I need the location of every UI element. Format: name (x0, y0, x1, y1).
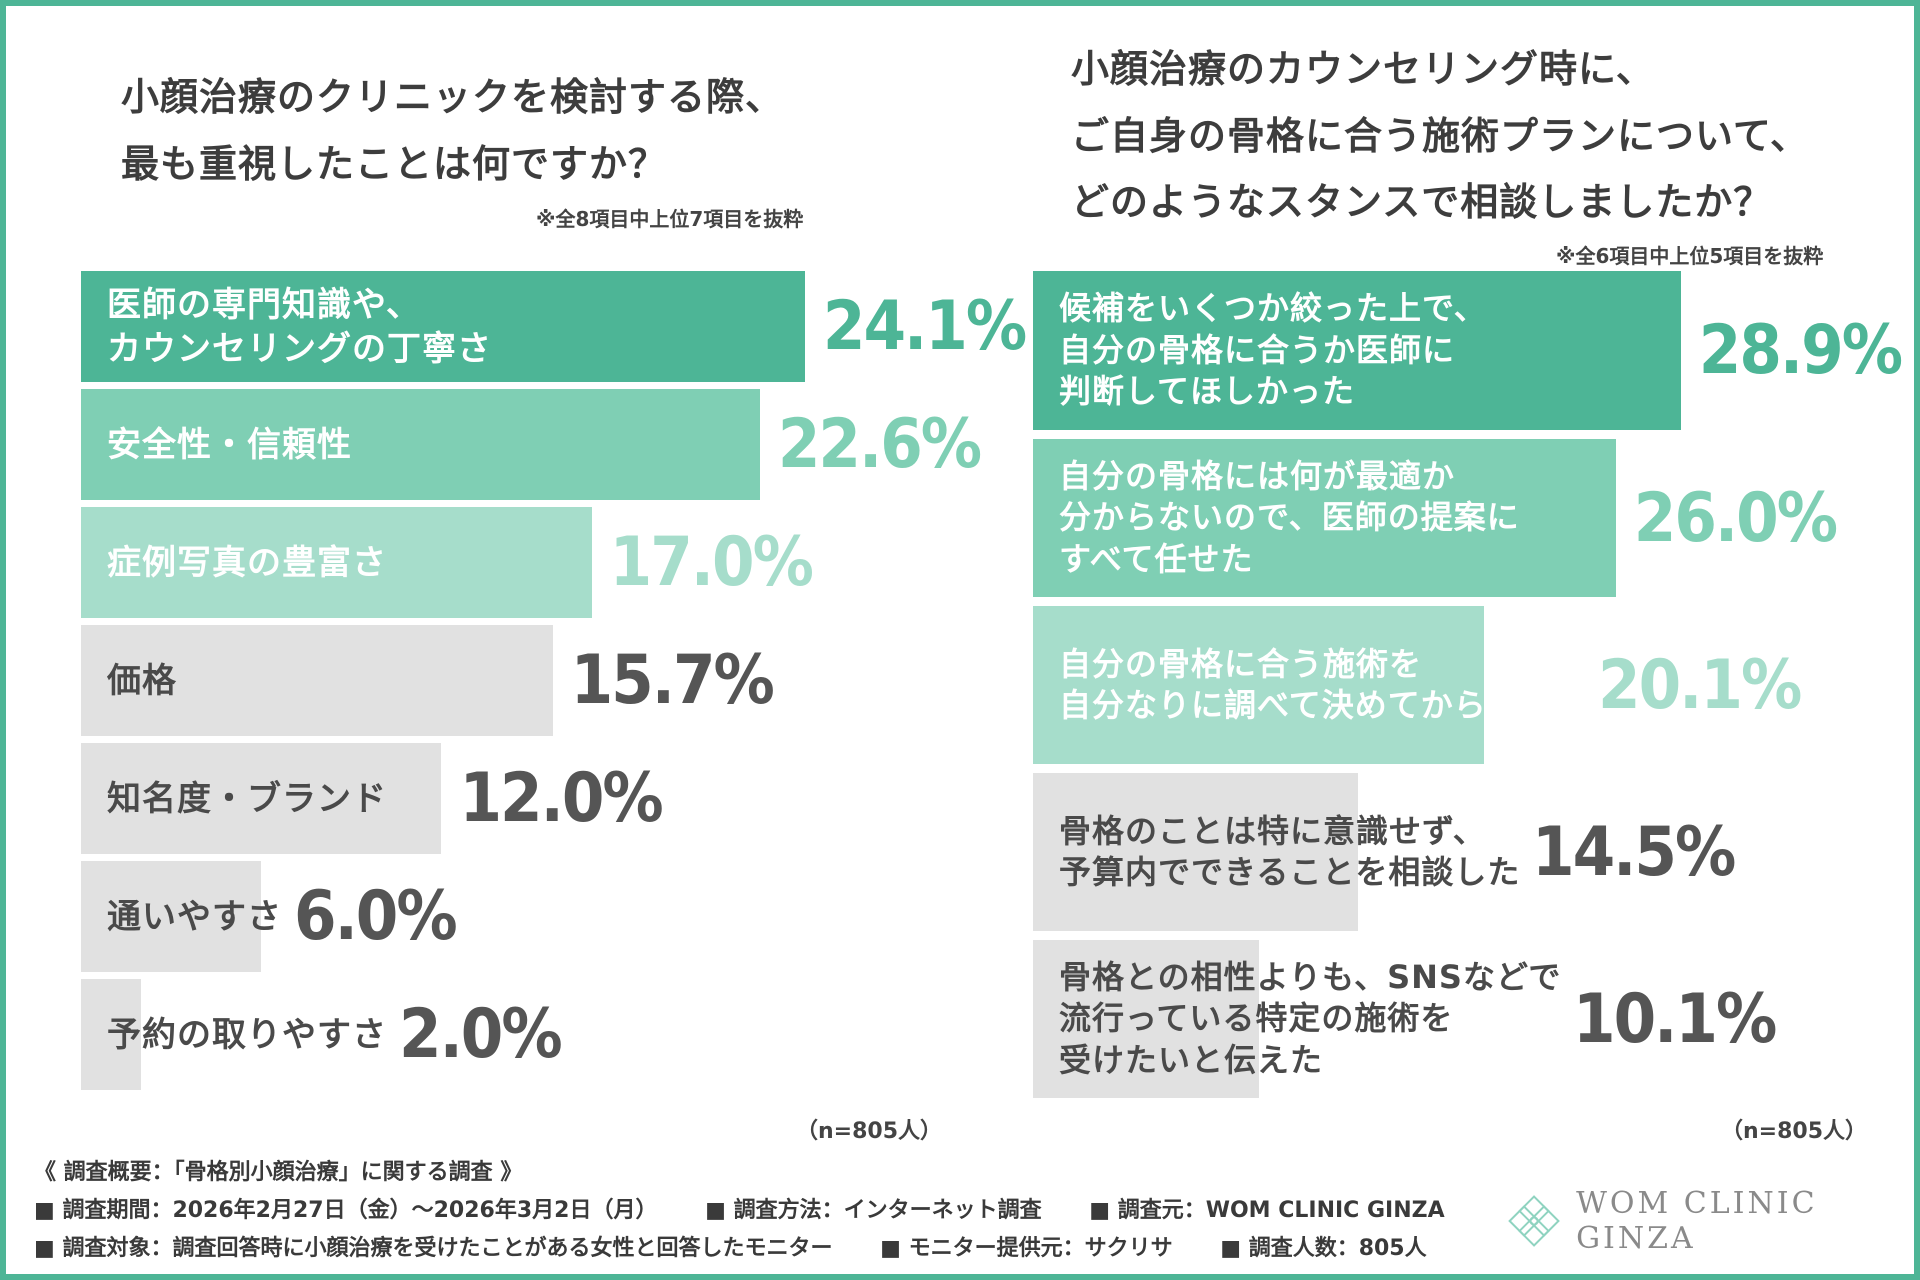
left-bar-chart: 医師の専門知識や、 カウンセリングの丁寧さ 24.1% 安全性・信頼性 22.6% 症例… (81, 271, 1027, 1101)
bar-value-1: 24.1% (822, 287, 1027, 366)
clinic-logo: WOM CLINIC GINZA (1506, 1186, 1914, 1256)
survey-period: ■ 調査期間：2026年2月27日（金）～2026年3月2日（月） (34, 1198, 658, 1223)
left-chart-title: 小顔治療のクリニックを検討する際、 最も重視したことは何ですか？ (121, 75, 785, 186)
bar-label-2: 自分の骨格には何が最適か 分からないので、医師の提案に すべて任せた (1059, 456, 1520, 578)
bar-label-4: 価格 (107, 660, 177, 701)
bar-value-2: 26.0% (1633, 478, 1838, 558)
bar-1 (1033, 271, 1681, 430)
bar-label-2: 安全性・信頼性 (107, 424, 352, 465)
survey-details-row-2: ■ 調査対象：調査回答時に小顔治療を受けたことがある女性と回答したモニター ■ … (34, 1230, 1467, 1262)
left-sample-size: （n=805人） (796, 1119, 943, 1144)
survey-source: ■ 調査元：WOM CLINIC GINZA (1089, 1198, 1445, 1223)
bar-label-1: 候補をいくつか絞った上で、 自分の骨格に合うか医師に 判断してほしかった (1059, 289, 1487, 411)
bar-1 (81, 271, 805, 382)
bar-value-2: 22.6% (777, 405, 982, 484)
survey-count: ■ 調査人数：805人 (1220, 1236, 1427, 1261)
bar-value-3: 17.0% (609, 523, 814, 602)
bar-2 (1033, 439, 1616, 597)
bar-5 (81, 743, 442, 854)
bar-value-5: 10.1% (1573, 979, 1777, 1059)
left-chart-note: ※全8項目中上位7項目を抜粋 (536, 207, 804, 231)
lotus-diamond-icon (1508, 1195, 1560, 1247)
bar-label-1: 医師の専門知識や、 カウンセリングの丁寧さ (107, 284, 492, 369)
survey-summary: 《 調査概要：「骨格別小顔治療」に関する調査 》 (34, 1160, 523, 1185)
bar-label-5: 知名度・ブランド (107, 778, 387, 819)
bar-label-6: 通いやすさ (107, 896, 282, 937)
right-sample-size: （n=805人） (1721, 1119, 1868, 1144)
bar-label-3: 自分の骨格に合う施術を 自分なりに調べて決めてから行った (1059, 644, 1586, 725)
bar-label-3: 症例写真の豊富さ (107, 542, 387, 583)
right-chart-title: 小顔治療のカウンセリング時に、 ご自身の骨格に合う施術プランについて、 どのよう… (1071, 47, 1809, 224)
bar-label-5: 骨格との相性よりも、SNSなどで 流行っている特定の施術を 受けたいと伝えた (1059, 957, 1562, 1079)
bar-5 (1033, 940, 1260, 1098)
survey-details-row-1: ■ 調査期間：2026年2月27日（金）～2026年3月2日（月） ■ 調査方法… (34, 1192, 1485, 1224)
bar-label-7: 予約の取りやすさ (107, 1014, 387, 1055)
bar-value-5: 12.0% (459, 759, 663, 838)
bar-6 (81, 861, 262, 972)
bar-4 (1033, 773, 1358, 931)
survey-target: ■ 調査対象：調査回答時に小顔治療を受けたことがある女性と回答したモニター (34, 1236, 833, 1261)
survey-provider: ■ モニター提供元：サクリサ (880, 1236, 1173, 1261)
bar-value-4: 15.7% (570, 641, 775, 720)
bar-value-3: 20.1% (1598, 645, 1802, 725)
bar-value-6: 6.0% (294, 877, 458, 956)
bar-7 (81, 979, 142, 1090)
bar-4 (81, 625, 553, 736)
clinic-logo-text: WOM CLINIC GINZA (1576, 1186, 1818, 1256)
bar-label-4: 骨格のことは特に意識せず、 予算内でできることを相談した (1059, 811, 1521, 892)
bar-value-1: 28.9% (1698, 311, 1903, 390)
bar-2 (81, 389, 760, 500)
right-bar-chart: 候補をいくつか絞った上で、 自分の骨格に合うか医師に 判断してほしかった 28.9… (1033, 271, 1903, 1101)
bar-3 (81, 507, 592, 618)
bar-value-4: 14.5% (1532, 812, 1736, 892)
survey-method: ■ 調査方法：インターネット調査 (705, 1198, 1042, 1223)
right-chart-note: ※全6項目中上位5項目を抜粋 (1556, 244, 1824, 268)
bar-value-7: 2.0% (399, 995, 563, 1074)
bar-3 (1033, 606, 1484, 764)
